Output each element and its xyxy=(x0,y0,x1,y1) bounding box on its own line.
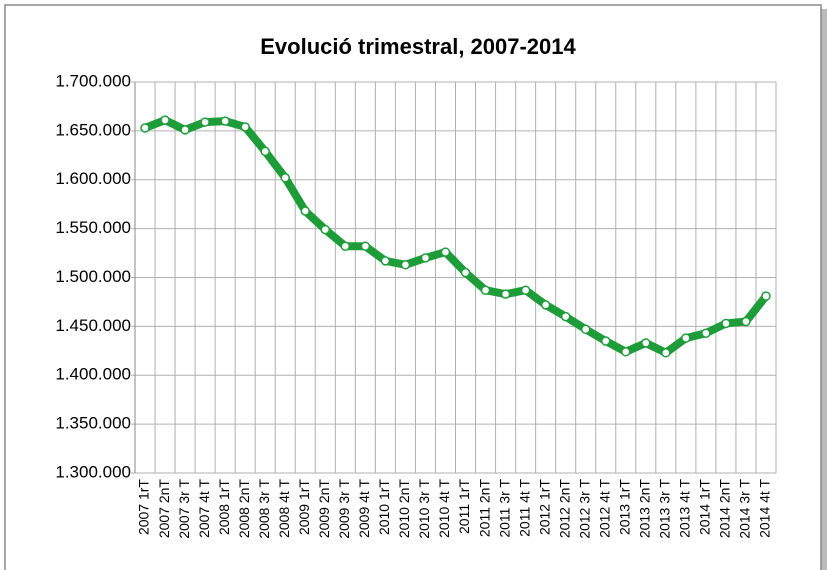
point xyxy=(681,333,691,343)
point xyxy=(320,224,331,235)
point xyxy=(480,285,491,295)
x-tick-label: 2013 3r T xyxy=(657,479,673,539)
point xyxy=(761,291,771,301)
y-tick-label: 1.700.000 xyxy=(55,71,131,90)
chart-title: Evolució trimestral, 2007-2014 xyxy=(260,34,576,59)
x-tick-label: 2009 2nT xyxy=(316,479,332,539)
point xyxy=(500,289,511,299)
frame xyxy=(4,4,822,570)
point xyxy=(240,122,250,132)
point xyxy=(360,241,371,251)
y-tick-label: 1.600.000 xyxy=(55,169,131,188)
y-tick-label: 1.650.000 xyxy=(55,120,131,139)
point xyxy=(340,241,351,251)
x-tick-label: 2013 4t T xyxy=(677,479,693,538)
x-tick-label: 2013 2nT xyxy=(637,479,653,539)
x-tick-label: 2012 2nT xyxy=(556,479,572,539)
x-tick-label: 2011 3r T xyxy=(496,479,512,538)
x-tick-label: 2009 3r T xyxy=(336,479,352,539)
x-tick-label: 2010 3r T xyxy=(416,479,432,539)
y-tick-label: 1.350.000 xyxy=(55,414,131,433)
point xyxy=(400,260,411,270)
x-tick-label: 2008 1rT xyxy=(216,479,232,535)
x-tick-label: 2014 3r T xyxy=(737,479,753,539)
x-tick-label: 2012 3r T xyxy=(576,479,592,539)
y-tick-label: 1.550.000 xyxy=(55,218,131,237)
y-tick-label: 1.400.000 xyxy=(55,365,131,384)
x-tick-label: 2008 2nT xyxy=(236,479,252,539)
x-tick-label: 2007 1rT xyxy=(136,479,152,535)
point xyxy=(220,116,230,126)
x-tick-label: 2013 1rT xyxy=(616,479,632,535)
y-tick-label: 1.500.000 xyxy=(55,267,131,286)
x-tick-label: 2014 4t T xyxy=(757,479,773,538)
x-tick-label: 2012 4t T xyxy=(596,479,612,538)
x-tick-label: 2014 1rT xyxy=(697,479,713,535)
point xyxy=(600,336,611,346)
point xyxy=(701,328,711,338)
x-tick-label: 2011 2nT xyxy=(476,479,492,538)
x-tick-label: 2012 1rT xyxy=(536,479,552,535)
point xyxy=(280,173,290,183)
x-tick-label: 2014 2nT xyxy=(717,479,733,539)
x-tick-label: 2008 4t T xyxy=(276,479,292,538)
point xyxy=(661,348,671,358)
x-tick-label: 2010 1rT xyxy=(376,479,392,535)
x-tick-label: 2010 4t T xyxy=(436,479,452,538)
point xyxy=(300,206,311,216)
point xyxy=(460,267,471,278)
point xyxy=(741,316,751,327)
x-tick-label: 2010 2nT xyxy=(396,479,412,539)
x-tick-label: 2009 1rT xyxy=(296,479,312,535)
point xyxy=(540,300,551,310)
y-tick-label: 1.300.000 xyxy=(55,462,131,481)
x-tick-label: 2009 4t T xyxy=(356,479,372,538)
point xyxy=(160,115,170,125)
point xyxy=(641,338,651,348)
x-tick-label: 2007 4t T xyxy=(196,479,212,538)
point xyxy=(560,311,571,322)
point xyxy=(721,318,731,329)
x-tick-label: 2011 4t T xyxy=(516,479,532,537)
x-tick-label: 2011 1rT xyxy=(456,479,472,534)
point xyxy=(621,347,631,357)
point xyxy=(260,146,270,157)
point xyxy=(420,253,431,263)
point xyxy=(440,247,451,257)
x-tick-label: 2007 3r T xyxy=(176,479,192,539)
point xyxy=(380,256,391,266)
y-tick-label: 1.450.000 xyxy=(55,316,131,335)
point xyxy=(140,123,150,133)
x-tick-label: 2007 2nT xyxy=(156,479,172,539)
point xyxy=(580,324,591,335)
x-tick-label: 2008 3r T xyxy=(256,479,272,539)
point xyxy=(180,125,190,135)
point xyxy=(520,285,531,295)
point xyxy=(200,117,210,127)
